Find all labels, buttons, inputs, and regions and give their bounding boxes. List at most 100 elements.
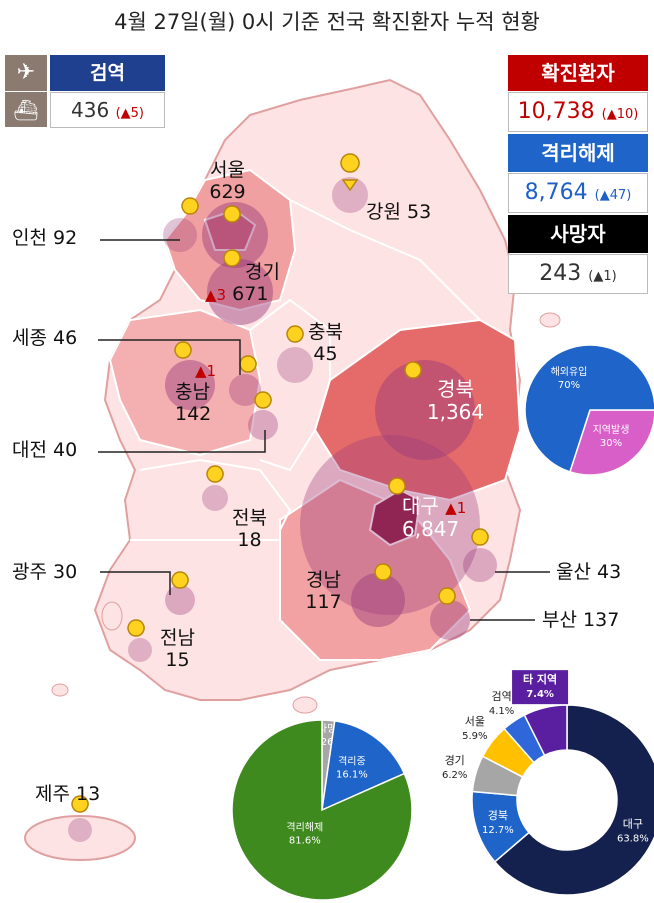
region-busan-name: 부산: [542, 609, 577, 631]
confirmed-delta: (▲10): [601, 107, 639, 122]
region-daegu-delta: ▲1: [445, 499, 467, 517]
chart2-value-3: 5.9%: [462, 731, 487, 742]
region-daejeon-count: 40: [53, 439, 78, 461]
region-gyeonggi-count: 671: [232, 282, 269, 305]
region-jeju-name: 제주: [35, 783, 70, 805]
quarantine-icons: ✈ ⛴: [5, 55, 47, 127]
quarantine-label: 검역: [50, 55, 165, 91]
region-gyeonggi-name: 경기: [245, 261, 280, 283]
region-gyeongbuk-count: 1,364: [426, 400, 485, 424]
deaths-value: 243: [539, 261, 582, 286]
region-daegu-count: 6,847: [402, 517, 460, 541]
released-value: 8,764: [524, 180, 588, 205]
region-gangwon-name: 강원: [366, 201, 401, 223]
page-title: 4월 27일(월) 0시 기준 전국 확진환자 누적 현황: [114, 10, 540, 34]
region-chungnam: ▲1 충남 142: [175, 360, 255, 426]
region-incheon: 인천 92: [12, 227, 78, 250]
chart1-label-1: 격리중: [338, 755, 366, 768]
chart2-value-5: 7.4%: [526, 689, 554, 700]
chart0-label-0: 지역발생: [593, 424, 630, 436]
region-incheon-count: 92: [53, 227, 78, 249]
region-ulsan: 울산 43: [556, 561, 621, 584]
region-gyeongbuk: 경북 1,364: [418, 378, 493, 424]
region-chungnam-count: 142: [175, 402, 212, 425]
chart2-label-4: 검역: [491, 690, 511, 703]
chart2-label-1: 경북: [488, 809, 508, 822]
chart1-value-0: 2.26%: [311, 737, 343, 748]
chart1-slice-2: [231, 719, 413, 901]
region-ulsan-name: 울산: [556, 561, 591, 583]
confirmed-value-box: 10,738 (▲10): [508, 92, 648, 132]
confirmed-label: 확진환자: [508, 55, 648, 91]
chart2-label-3: 서울: [465, 715, 485, 728]
region-seoul-name: 서울: [210, 159, 245, 181]
region-sejong-name: 세종: [12, 327, 47, 349]
region-daejeon-name: 대전: [12, 439, 47, 461]
ship-icon: ⛴: [13, 98, 39, 122]
region-daegu-name: 대구: [402, 494, 439, 518]
region-gwangju-name: 광주: [12, 561, 47, 583]
region-chungnam-name: 충남: [175, 380, 210, 403]
region-daegu: 대구 ▲1 6,847: [402, 495, 497, 541]
region-jeonnam-name: 전남: [160, 627, 195, 649]
region-chungbuk: 충북 45: [298, 321, 353, 366]
chart2-label-bg-5: [512, 670, 569, 705]
released-delta: (▲47): [594, 188, 632, 203]
airplane-icon: ✈: [5, 55, 47, 92]
released-value-box: 8,764 (▲47): [508, 173, 648, 213]
region-gyeongnam-name: 경남: [306, 569, 341, 591]
region-jeju-count: 13: [76, 783, 101, 805]
region-busan-count: 137: [583, 609, 620, 631]
chart2-value-1: 12.7%: [482, 825, 514, 836]
deaths-delta: (▲1): [588, 269, 617, 284]
chart0-value-0: 30%: [600, 438, 622, 449]
region-jeonnam: 전남 15: [150, 627, 205, 672]
region-jeonbuk-count: 18: [237, 528, 262, 551]
region-gangwon: 강원 53: [366, 201, 432, 224]
region-chungbuk-name: 충북: [308, 321, 343, 343]
chart0-value-1: 70%: [558, 380, 580, 391]
region-gwangju: 광주 30: [12, 561, 78, 584]
region-gyeongnam-count: 117: [305, 590, 342, 613]
released-label: 격리해제: [508, 134, 648, 172]
region-gyeonggi: 경기 ▲3 671: [205, 261, 300, 306]
region-gyeonggi-delta: ▲3: [205, 285, 227, 304]
region-chungnam-delta: ▲1: [195, 362, 217, 380]
chungnam-shape: [108, 308, 262, 457]
region-gangwon-count: 53: [407, 201, 432, 223]
region-seoul-count: 629: [209, 180, 246, 203]
chart2-value-4: 4.1%: [489, 706, 514, 717]
region-sejong-count: 46: [53, 327, 78, 349]
chart2-value-0: 63.8%: [617, 833, 649, 844]
chart2-label-5: 타 지역: [523, 672, 557, 686]
quarantine-value-box: 436 (▲5): [50, 92, 165, 128]
deaths-label: 사망자: [508, 215, 648, 253]
quarantine-value: 436: [71, 98, 110, 122]
jeju-shape: [24, 815, 136, 861]
chart0-slice-1: [524, 344, 654, 473]
region-gyeongbuk-name: 경북: [437, 377, 474, 401]
chart2-value-2: 6.2%: [442, 770, 467, 781]
region-sejong: 세종 46: [12, 327, 78, 350]
region-jeju: 제주 13: [35, 783, 101, 806]
chart2-label-0: 대구: [623, 817, 643, 830]
region-gwangju-count: 30: [53, 561, 78, 583]
deaths-value-box: 243 (▲1): [508, 254, 648, 294]
chart1-value-1: 16.1%: [336, 770, 368, 781]
region-jeonbuk-name: 전북: [232, 507, 267, 529]
chart1-value-2: 81.6%: [289, 835, 321, 846]
gyeongbuk-shape: [313, 318, 522, 502]
region-chungbuk-count: 45: [313, 342, 338, 365]
confirmed-value: 10,738: [517, 99, 595, 124]
region-gyeongnam: 경남 117: [296, 569, 351, 614]
chart2-slice-5: [523, 704, 568, 757]
region-jeonnam-count: 15: [165, 648, 190, 671]
region-jeonbuk: 전북 18: [222, 507, 277, 552]
chart0-label-1: 해외유입: [551, 365, 588, 378]
region-daejeon: 대전 40: [12, 439, 78, 462]
region-busan: 부산 137: [542, 609, 620, 632]
chart1-label-2: 격리해제: [286, 820, 323, 833]
chart2-label-2: 경기: [445, 754, 465, 767]
